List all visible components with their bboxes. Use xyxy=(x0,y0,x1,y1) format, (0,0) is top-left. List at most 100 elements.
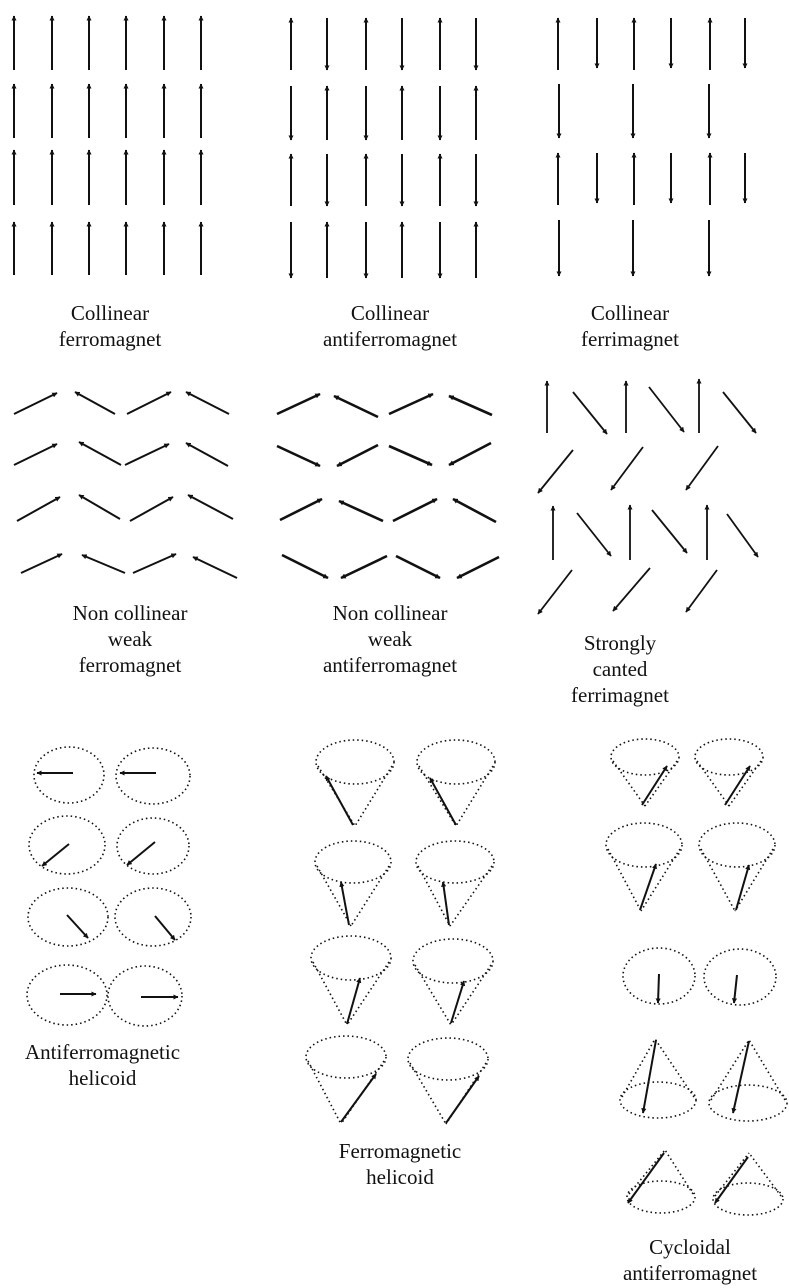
caption-strongly-canted-ferrimagnet: Strongly canted ferrimagnet xyxy=(520,630,720,708)
spin-arrow xyxy=(576,512,612,557)
spin-arrow xyxy=(325,775,354,826)
cone-edge xyxy=(350,865,390,927)
caption-line: ferrimagnet xyxy=(571,683,669,707)
caption-noncollinear-weak-antiferromagnet: Non collinear weak antiferromagnet xyxy=(280,600,500,678)
spin-arrow xyxy=(74,391,116,415)
precession-ellipse xyxy=(315,739,395,785)
spin-arrow xyxy=(685,569,718,613)
spin-arrow xyxy=(685,445,719,491)
spin-arrow xyxy=(724,765,751,806)
caption-line: Antiferromagnetic xyxy=(24,1040,181,1064)
precession-ellipse xyxy=(416,739,496,785)
panel-collinear-ferromagnet xyxy=(11,15,204,275)
cone-edge xyxy=(346,961,390,1026)
spin-arrow xyxy=(641,765,668,806)
spin-arrow xyxy=(340,554,388,580)
caption-collinear-ferromagnet: Collinear ferromagnet xyxy=(10,300,210,352)
precession-ellipse xyxy=(622,947,696,1005)
panel-cycloidal-antiferromagnet xyxy=(605,738,788,1216)
caption-line: weak xyxy=(367,627,413,651)
spin-arrow xyxy=(339,881,350,926)
cone-edge xyxy=(700,848,736,912)
spin-arrow xyxy=(126,391,172,415)
caption-line: weak xyxy=(107,627,153,651)
precession-ellipse xyxy=(27,887,109,947)
spin-arrow xyxy=(641,1039,657,1114)
caption-line: Collinear xyxy=(350,301,430,325)
precession-ellipse xyxy=(310,935,392,981)
precession-ellipse xyxy=(610,738,680,776)
spin-arrow xyxy=(537,449,574,494)
caption-ferromagnetic-helicoid: Ferromagnetic helicoid xyxy=(300,1138,500,1190)
caption-line: Cycloidal xyxy=(649,1235,731,1259)
spin-arrow xyxy=(448,441,492,467)
caption-line: antiferromagnet xyxy=(322,653,458,677)
spin-arrow xyxy=(639,863,657,911)
spin-arrow xyxy=(441,881,450,926)
spin-arrow xyxy=(154,915,176,941)
panel-collinear-ferrimagnet xyxy=(555,17,748,277)
cone-edge xyxy=(728,760,762,807)
spin-arrow xyxy=(13,443,58,466)
panel-ferromagnetic-helicoid xyxy=(305,739,496,1125)
spin-arrow xyxy=(655,973,661,1004)
spin-arrow xyxy=(336,443,379,468)
precession-ellipse xyxy=(694,738,764,776)
spin-arrow xyxy=(20,553,63,574)
precession-ellipse xyxy=(619,1081,697,1119)
spin-arrow xyxy=(129,496,174,522)
spin-arrow xyxy=(126,841,156,866)
cone-edge xyxy=(316,865,352,927)
spin-arrow xyxy=(735,864,751,911)
precession-ellipse xyxy=(415,840,495,884)
spin-arrow xyxy=(66,914,89,939)
precession-ellipse xyxy=(698,822,776,868)
precession-ellipse xyxy=(703,948,777,1006)
spin-arrow xyxy=(81,554,126,574)
spin-arrow xyxy=(333,394,379,419)
spin-arrow xyxy=(448,394,493,417)
caption-collinear-ferrimagnet: Collinear ferrimagnet xyxy=(540,300,720,352)
cone-edge xyxy=(607,848,642,912)
precession-ellipse xyxy=(28,815,106,875)
spin-arrow xyxy=(276,444,321,468)
spin-arrow xyxy=(456,555,500,580)
cone-edge xyxy=(644,760,678,807)
cone-edge xyxy=(696,760,730,807)
precession-ellipse xyxy=(626,1180,696,1214)
panel-noncollinear-weak-antiferromagnet xyxy=(276,392,500,580)
caption-line: ferromagnet xyxy=(58,327,162,351)
spin-arrow xyxy=(726,513,759,558)
spin-arrow xyxy=(395,554,441,580)
cone-edge xyxy=(354,765,393,827)
spin-arrow xyxy=(346,977,362,1025)
caption-line: Non collinear xyxy=(72,601,188,625)
spin-arrow xyxy=(731,974,738,1004)
spin-arrow xyxy=(714,1156,749,1204)
caption-line: Collinear xyxy=(590,301,670,325)
cone-edge xyxy=(307,1060,342,1125)
spin-arrow xyxy=(132,553,177,574)
caption-antiferromagnetic-helicoid: Antiferromagnetic helicoid xyxy=(0,1039,205,1091)
cone-edge xyxy=(628,1149,666,1195)
panel-noncollinear-weak-ferromagnet xyxy=(13,391,238,579)
caption-cycloidal-antiferromagnet: Cycloidal antiferromagnet xyxy=(600,1234,780,1286)
spin-arrow xyxy=(13,392,58,415)
cone-edge xyxy=(414,964,452,1026)
spin-arrow xyxy=(612,567,651,612)
spin-arrow xyxy=(279,497,323,522)
precession-ellipse xyxy=(116,817,190,875)
spin-arrow xyxy=(388,444,433,467)
spin-arrow xyxy=(185,442,229,467)
caption-line: canted xyxy=(592,657,648,681)
cone-edge xyxy=(714,1152,750,1197)
cone-edge xyxy=(312,961,348,1026)
spin-arrow xyxy=(388,392,434,416)
cone-edge xyxy=(654,1038,695,1098)
spin-arrow xyxy=(627,1152,665,1204)
precession-ellipse xyxy=(26,964,108,1026)
caption-line: ferromagnet xyxy=(78,653,182,677)
caption-line: Collinear xyxy=(70,301,150,325)
